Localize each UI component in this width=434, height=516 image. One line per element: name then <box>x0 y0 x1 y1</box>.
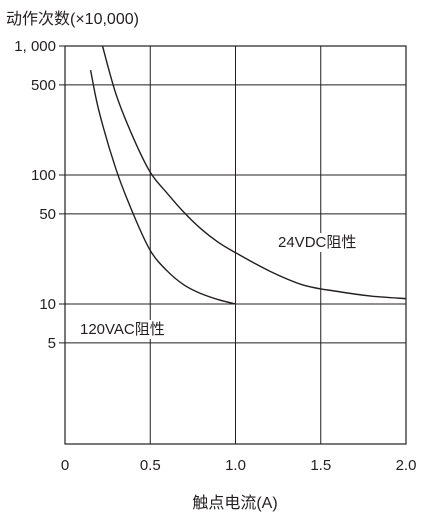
series-label-120vac: 120VAC阻性 <box>80 321 165 338</box>
series-line-120vac <box>89 69 236 305</box>
series-label-24vdc: 24VDC阻性 <box>278 234 356 251</box>
y-tick-label: 100 <box>31 167 56 184</box>
x-tick-label: 2.0 <box>396 457 417 474</box>
series-label-background <box>77 320 168 339</box>
y-axis-title: 动作次数(×10,000) <box>6 10 139 28</box>
series-lines <box>89 45 407 305</box>
series-line-24vdc <box>101 45 407 300</box>
x-tick-label: 0 <box>61 457 69 474</box>
y-tick-label: 50 <box>39 206 56 223</box>
x-tick-label: 1.0 <box>225 457 246 474</box>
y-tick-label: 500 <box>31 77 56 94</box>
y-tick-labels: 1, 000 500 100 50 10 5 <box>14 38 56 352</box>
plot-frame <box>64 45 407 445</box>
x-tick-labels: 0 0.5 1.0 1.5 2.0 <box>61 457 417 474</box>
x-tick-label: 0.5 <box>140 457 161 474</box>
series-label-background <box>275 233 360 252</box>
y-tick-label: 10 <box>39 296 56 313</box>
x-axis-title: 触点电流(A) <box>192 494 277 512</box>
y-tick-label: 1, 000 <box>14 38 56 55</box>
y-tick-label: 5 <box>48 335 56 352</box>
x-tick-label: 1.5 <box>310 457 331 474</box>
